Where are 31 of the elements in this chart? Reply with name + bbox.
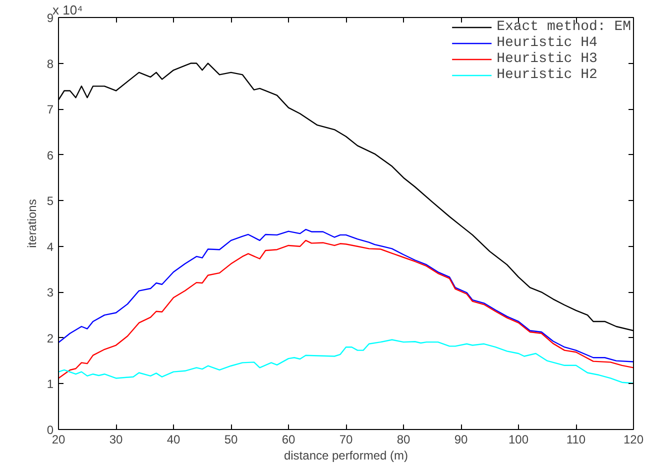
x-tick-label: 60 xyxy=(282,432,296,446)
line-series xyxy=(58,339,634,384)
y-tick-label: 2 xyxy=(46,331,54,346)
x-tick-label: 30 xyxy=(109,432,123,446)
y-tick-label: 1 xyxy=(46,377,54,392)
legend-label: Heuristic H4 xyxy=(496,35,598,51)
y-tick-label: 5 xyxy=(46,194,54,208)
x-axis-title: distance performed (m) xyxy=(284,448,408,462)
y-tick-label: 9 xyxy=(46,11,54,25)
text: x 10⁴ xyxy=(52,2,83,18)
y-tick-label: 3 xyxy=(46,286,54,300)
y-tick-label: 0 xyxy=(46,423,54,437)
y-tick-label: 6 xyxy=(46,148,54,162)
y-tick-label: 8 xyxy=(46,56,54,71)
line-series xyxy=(58,240,634,379)
x-tick-label: 100 xyxy=(508,432,529,446)
y-axis-title: iterations xyxy=(24,199,39,248)
x-tick-label: 40 xyxy=(166,432,180,446)
y-tick-label: 4 xyxy=(46,240,54,254)
x-tick-label: 50 xyxy=(224,432,238,446)
x-tick-label: 80 xyxy=(396,432,410,446)
x-tick-label: 120 xyxy=(623,432,644,446)
legend-label: Heuristic H2 xyxy=(496,67,598,83)
x-tick-label: 90 xyxy=(454,432,468,446)
x-tick-label: 20 xyxy=(52,432,66,446)
x-tick-label: 110 xyxy=(566,432,586,446)
line-series xyxy=(58,228,634,362)
y-tick-label: 7 xyxy=(46,102,54,117)
x-tick-label: 70 xyxy=(339,432,353,446)
legend-label: Exact method: EM xyxy=(496,19,631,35)
legend-label: Heuristic H3 xyxy=(496,51,598,67)
